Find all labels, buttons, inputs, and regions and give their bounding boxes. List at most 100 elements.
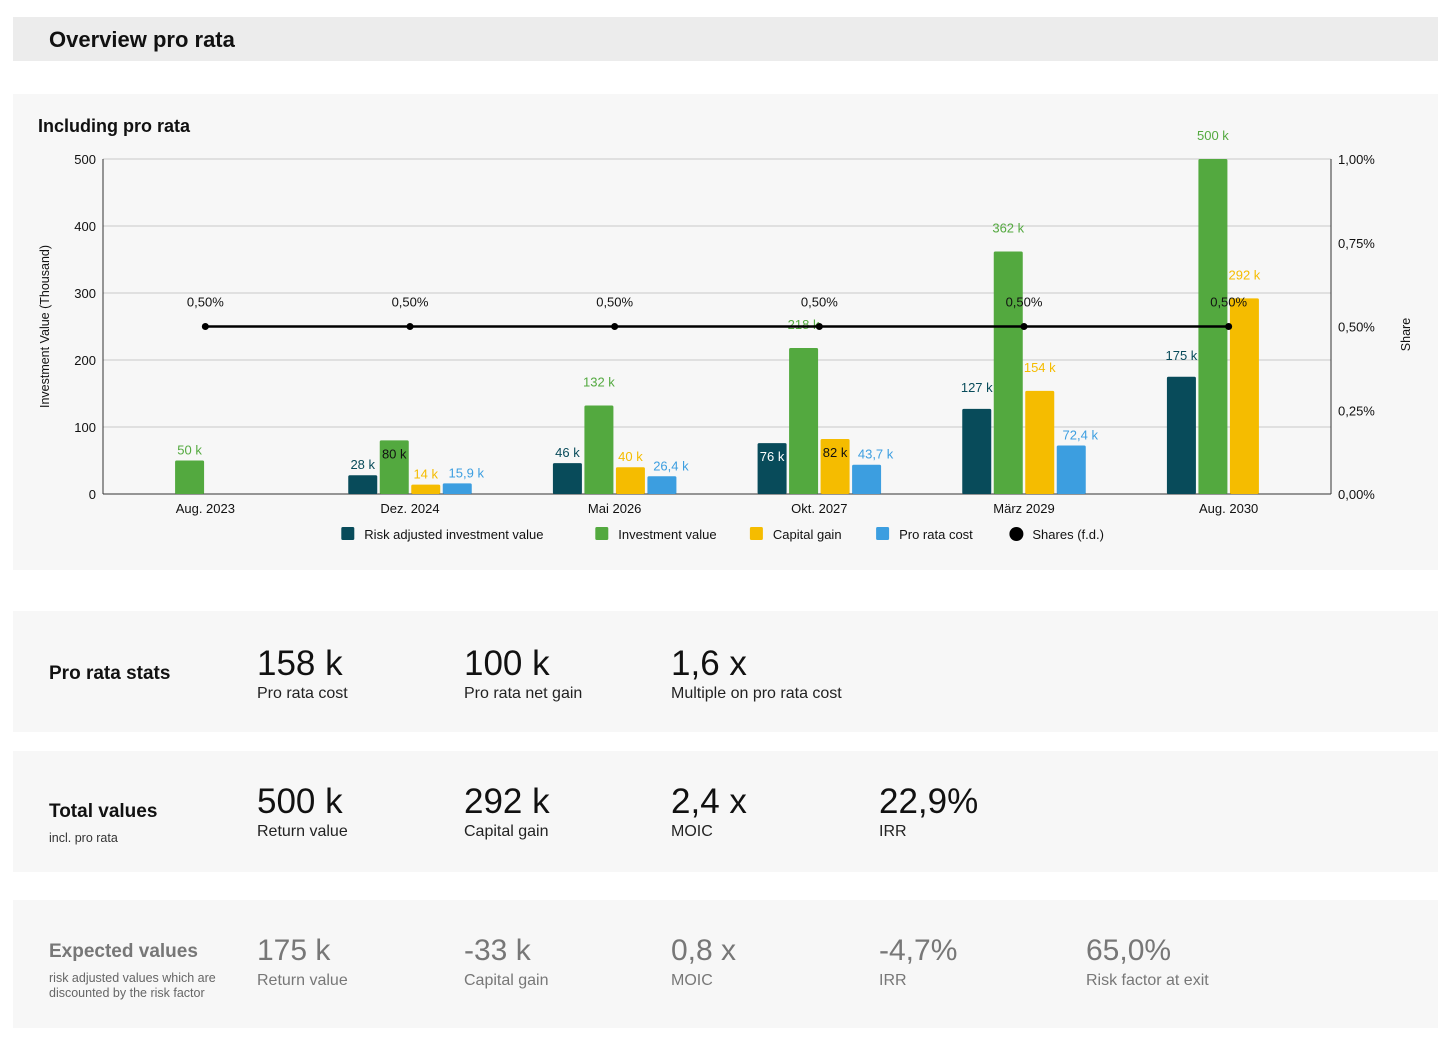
stat-label: IRR: [879, 823, 907, 840]
legend-swatch: [876, 527, 890, 540]
stat-value: 500 k: [257, 782, 343, 821]
legend-label: Shares (f.d.): [1032, 527, 1104, 542]
x-tick-label: Dez. 2024: [380, 501, 439, 516]
bar-1-0: [175, 460, 205, 494]
stat-irr: 22,9% IRR: [879, 782, 978, 842]
bar-3-2: [647, 476, 677, 494]
expected-values-title: Expected values: [49, 941, 198, 962]
bar-2-3: [820, 439, 850, 494]
pro-rata-stats-title: Pro rata stats: [49, 663, 171, 684]
data-label: 127 k: [961, 380, 993, 395]
stat-value: 0,8 x: [671, 934, 737, 967]
stat-value: 292 k: [464, 782, 550, 821]
legend-label: Investment value: [618, 527, 716, 542]
data-label: 50 k: [177, 443, 202, 458]
bar-3-1: [442, 483, 472, 494]
shares-point: [611, 323, 619, 330]
stat-pro-rata-cost: 158 k Pro rata cost: [257, 644, 348, 704]
stat-expected-irr: -4,7% IRR: [879, 931, 957, 991]
stat-risk-factor-at-exit: 65,0% Risk factor at exit: [1086, 931, 1209, 991]
y-axis-title: Investment Value (Thousand): [38, 245, 52, 408]
stat-label: MOIC: [671, 823, 713, 840]
stat-label: Risk factor at exit: [1086, 972, 1209, 989]
stat-label: Pro rata net gain: [464, 685, 583, 702]
bar-1-2: [584, 405, 614, 494]
legend-label: Risk adjusted investment value: [364, 527, 543, 542]
data-label: 28 k: [350, 457, 375, 472]
stat-multiple-on-pro-rata-cost: 1,6 x Multiple on pro rata cost: [671, 644, 842, 704]
data-label: 46 k: [555, 445, 580, 460]
shares-point: [406, 323, 414, 330]
x-tick-label: Okt. 2027: [791, 501, 847, 516]
x-tick-label: Aug. 2030: [1199, 501, 1258, 516]
data-label: 26,4 k: [653, 458, 689, 473]
data-label: 43,7 k: [858, 447, 894, 462]
data-label: 175 k: [1166, 348, 1198, 363]
chart-panel: 0 100 200 300 400 500 0,00% 0,25% 0,50% 0,75% 1,00…: [13, 94, 1438, 570]
shares-label: 0,50%: [187, 295, 224, 310]
stat-value: 175 k: [257, 934, 331, 967]
stat-label: Multiple on pro rata cost: [671, 685, 842, 702]
data-label: 154 k: [1024, 360, 1056, 375]
bar-0-1: [348, 475, 378, 494]
stat-value: 2,4 x: [671, 782, 747, 821]
y2-axis-title: Share: [1399, 318, 1413, 351]
y-tick-label: 500: [74, 152, 96, 167]
stat-expected-capital-gain: -33 k Capital gain: [464, 931, 549, 991]
y-tick-label: 300: [74, 286, 96, 301]
legend-swatch: [341, 527, 355, 540]
stat-value: -33 k: [464, 934, 531, 967]
shares-point: [1225, 323, 1233, 330]
data-label: 40 k: [618, 449, 643, 464]
y2-tick-label: 0,25%: [1338, 403, 1375, 418]
expected-values-subtitle: risk adjusted values which are discounte…: [49, 971, 216, 1000]
stat-value: 22,9%: [879, 782, 979, 821]
stat-value: 100 k: [464, 644, 550, 683]
bar-2-5: [1229, 298, 1259, 494]
stat-label: IRR: [879, 972, 907, 989]
data-label: 76 k: [760, 449, 785, 464]
data-label: 500 k: [1197, 128, 1229, 143]
stat-pro-rata-net-gain: 100 k Pro rata net gain: [464, 644, 582, 704]
total-values-title: Total values: [49, 801, 158, 822]
data-label: 15,9 k: [449, 465, 485, 480]
y2-tick-label: 0,50%: [1338, 320, 1375, 335]
legend-swatch: [1009, 527, 1024, 541]
legend-label: Pro rata cost: [899, 527, 973, 542]
bar-2-2: [615, 467, 645, 494]
bar-3-3: [852, 464, 882, 494]
x-tick-label: Aug. 2023: [176, 501, 235, 516]
chart-title: Including pro rata: [38, 116, 191, 136]
bar-1-4: [993, 251, 1023, 494]
bar-0-3: [757, 443, 787, 494]
stat-moic: 2,4 x MOIC: [671, 782, 747, 842]
pro-rata-stats-panel: Pro rata stats 158 k Pro rata cost 100 k…: [13, 611, 1438, 732]
stat-expected-return-value: 175 k Return value: [257, 931, 348, 991]
bar-0-2: [552, 463, 582, 494]
data-label: 218 k: [788, 317, 820, 332]
y-tick-label: 200: [74, 353, 96, 368]
shares-label: 0,50%: [1006, 295, 1043, 310]
bar-1-3: [789, 347, 819, 494]
expected-values-panel: Expected values risk adjusted values whi…: [13, 900, 1438, 1028]
stat-label: Return value: [257, 972, 348, 989]
stat-return-value: 500 k Return value: [257, 782, 348, 842]
y-tick-label: 0: [89, 487, 96, 502]
data-label: 82 k: [823, 445, 848, 460]
x-tick-label: März 2029: [993, 501, 1054, 516]
shares-point: [815, 323, 823, 330]
shares-label: 0,50%: [801, 295, 838, 310]
stat-label: Pro rata cost: [257, 685, 348, 702]
stat-value: 65,0%: [1086, 934, 1172, 967]
stat-value: 158 k: [257, 644, 343, 683]
stat-value: -4,7%: [879, 934, 958, 967]
y2-tick-label: 1,00%: [1338, 152, 1375, 167]
legend-swatch: [749, 527, 763, 540]
bar-1-1: [379, 440, 409, 494]
shares-label: 0,50%: [392, 295, 429, 310]
data-label: 14 k: [413, 467, 438, 482]
stat-expected-moic: 0,8 x MOIC: [671, 931, 736, 991]
page-title: Overview pro rata: [49, 27, 235, 52]
stat-label: Capital gain: [464, 823, 549, 840]
stat-label: Capital gain: [464, 972, 549, 989]
